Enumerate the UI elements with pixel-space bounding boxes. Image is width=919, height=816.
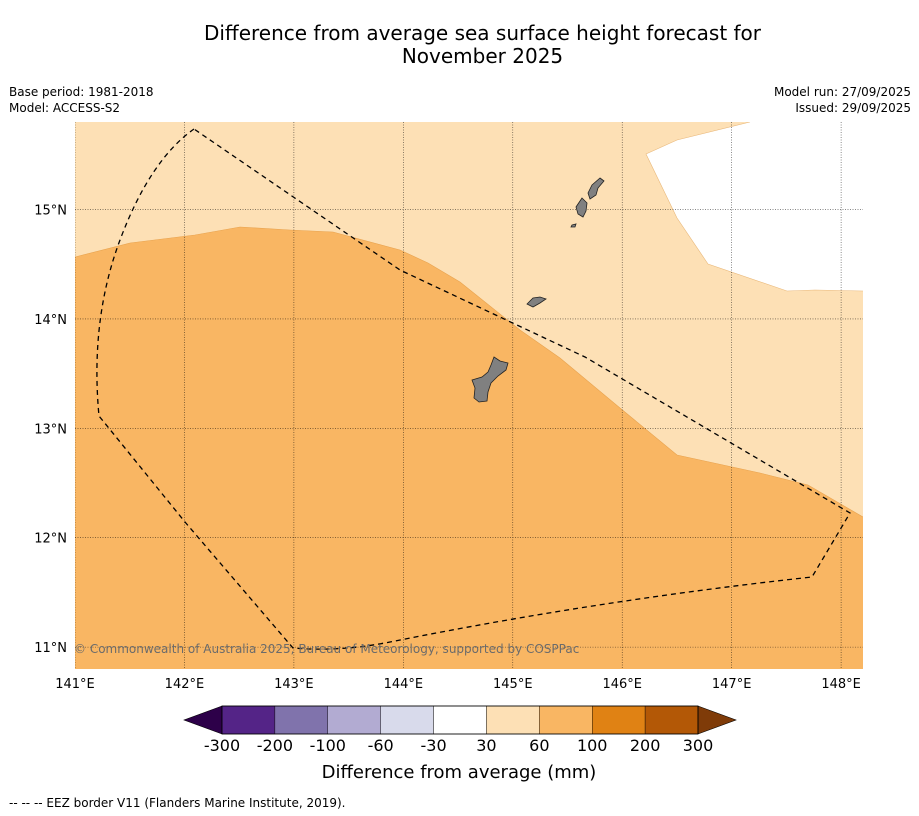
colorbar-segment: [433, 705, 487, 735]
latitude-labels: 15°N 14°N 13°N 12°N 11°N: [34, 204, 67, 657]
model-name: Model: ACCESS-S2: [9, 101, 121, 115]
colorbar-tick-label: 300: [683, 736, 714, 755]
colorbar-labels: -300 -200 -100 -60 -30 30 60 100 200 300: [204, 736, 713, 755]
title-line-2: November 2025: [401, 44, 564, 68]
longitude-labels: 141°E 142°E 143°E 144°E 145°E 146°E 147°E 148°E: [55, 677, 861, 692]
colorbar-tick-label: 200: [630, 736, 661, 755]
colorbar-segment: [380, 705, 434, 735]
colorbar-tick-label: -60: [368, 736, 394, 755]
latitude-tick-label: 14°N: [34, 313, 67, 328]
anomaly-neutral-region: [646, 122, 863, 291]
meta-left: Base period: 1981-2018 Model: ACCESS-S2: [9, 84, 154, 116]
latitude-tick-label: 15°N: [34, 204, 67, 219]
colorbar-tick-label: -100: [310, 736, 346, 755]
longitude-tick-label: 147°E: [712, 677, 752, 692]
colorbar-segment: [221, 705, 276, 735]
colorbar-tick-label: -300: [204, 736, 240, 755]
colorbar-tick-label: -30: [420, 736, 446, 755]
colorbar-tick-label: 100: [577, 736, 608, 755]
anomaly-30-to-60-region: [75, 122, 863, 517]
longitude-tick-label: 146°E: [602, 677, 642, 692]
colorbar-extend-high: [697, 705, 737, 735]
map-area: © Commonwealth of Australia 2025, Bureau…: [74, 122, 863, 669]
islands: [471, 177, 605, 403]
colorbar-segment: [644, 705, 699, 735]
contour-line-60: [75, 226, 863, 518]
eez-footnote: -- -- -- EEZ border V11 (Flanders Marine…: [9, 796, 346, 810]
meta-right: Model run: 27/09/2025 Issued: 29/09/2025: [774, 84, 911, 116]
chart-title: Difference from average sea surface heig…: [150, 22, 815, 68]
longitude-tick-label: 148°E: [821, 677, 861, 692]
colorbar-extend-low: [183, 705, 223, 735]
colorbar-segment: [274, 705, 328, 735]
title-line-1: Difference from average sea surface heig…: [203, 21, 762, 45]
colorbar-segment: [592, 705, 646, 735]
colorbar: [183, 705, 737, 735]
island-aguijan: [570, 223, 577, 228]
colorbar-segment: [486, 705, 540, 735]
latitude-tick-label: 13°N: [34, 422, 67, 437]
longitude-tick-label: 143°E: [274, 677, 314, 692]
island-saipan: [587, 177, 605, 200]
longitude-tick-label: 145°E: [493, 677, 533, 692]
longitude-tick-label: 144°E: [384, 677, 424, 692]
colorbar-tick-label: -200: [257, 736, 293, 755]
eez-border: [96, 128, 851, 650]
gridlines: [75, 122, 863, 669]
longitude-tick-label: 141°E: [55, 677, 95, 692]
colorbar-tick-label: 30: [476, 736, 496, 755]
copyright-text: © Commonwealth of Australia 2025, Bureau…: [74, 642, 579, 656]
colorbar-segment: [539, 705, 593, 735]
issued-date: Issued: 29/09/2025: [795, 101, 911, 115]
longitude-tick-label: 142°E: [165, 677, 205, 692]
island-guam: [471, 356, 509, 403]
latitude-tick-label: 11°N: [34, 641, 67, 656]
colorbar-frame: [221, 705, 699, 735]
model-run: Model run: 27/09/2025: [773, 85, 911, 99]
island-tinian: [575, 197, 588, 218]
base-period: Base period: 1981-2018: [9, 85, 154, 99]
colorbar-tick-label: 60: [529, 736, 549, 755]
colorbar-segment: [327, 705, 381, 735]
colorbar-title: Difference from average (mm): [322, 762, 597, 783]
latitude-tick-label: 12°N: [34, 532, 67, 547]
island-rota: [526, 296, 547, 308]
contour-line-30: [645, 122, 863, 292]
